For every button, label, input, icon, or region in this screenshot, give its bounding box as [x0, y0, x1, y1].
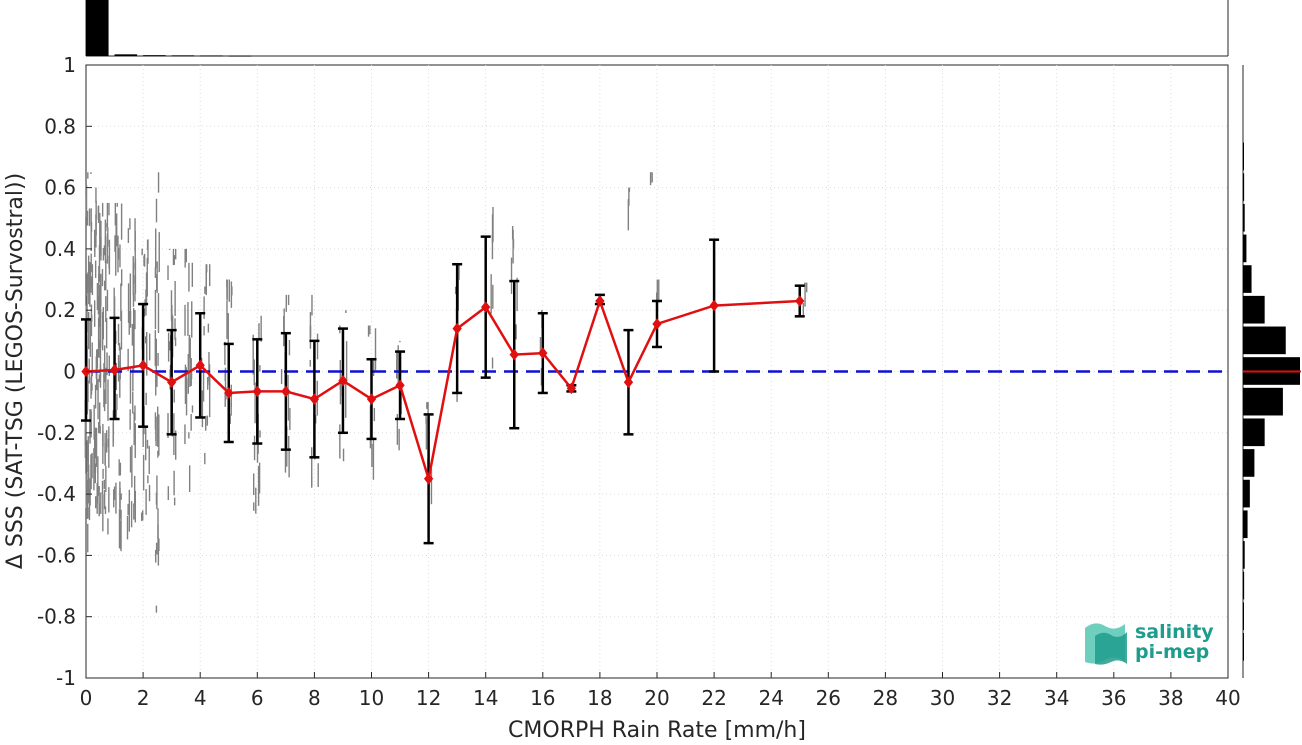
right-histogram-bar: [1243, 173, 1245, 201]
y-tick-label: 0.2: [44, 298, 76, 322]
y-tick-label: -1: [56, 666, 76, 690]
data-point-marker: [338, 374, 348, 387]
y-tick-label: 1: [63, 53, 76, 77]
logo-line-2: pi-mep: [1135, 641, 1209, 663]
right-histogram-bar: [1243, 633, 1244, 661]
top-histogram: [86, 0, 252, 57]
data-point-marker: [652, 318, 662, 330]
x-tick-label: 28: [873, 686, 898, 710]
y-tick-label: -0.2: [37, 421, 76, 445]
right-histogram-bar: [1243, 326, 1286, 355]
logo-line-1: salinity: [1135, 621, 1214, 643]
data-point-marker: [281, 385, 291, 398]
y-tick-label: 0.8: [44, 114, 76, 138]
right-histogram-bar: [1243, 541, 1245, 569]
right-histogram-bar: [1243, 387, 1283, 416]
right-histogram-bar: [1243, 265, 1252, 293]
data-point-marker: [252, 385, 262, 398]
data-point-marker: [167, 376, 177, 389]
right-histogram-bar: [1243, 602, 1244, 631]
right-histogram-bar: [1243, 234, 1247, 263]
x-tick-label: 24: [758, 686, 783, 710]
top-histogram-panel: [86, 0, 1228, 56]
x-tick-label: 6: [251, 686, 264, 710]
x-tick-label: 34: [1044, 686, 1069, 710]
top-histogram-bar: [171, 55, 195, 57]
right-histogram: [1243, 142, 1301, 661]
logo-wave-icon-front: [1095, 632, 1127, 665]
x-tick-label: 18: [587, 686, 612, 710]
y-axis-ticks: -1 -0.8 -0.6 -0.4 -0.2 0 0.2 0.4 0.6 0.8 1: [37, 53, 92, 690]
data-point-marker: [109, 364, 120, 376]
data-point-marker: [566, 382, 576, 395]
y-tick-label: -0.4: [37, 482, 76, 506]
x-tick-label: 30: [930, 686, 955, 710]
top-histogram-bar: [228, 55, 252, 57]
y-tick-label: -0.8: [37, 605, 76, 629]
x-tick-label: 36: [1101, 686, 1126, 710]
x-tick-label: 38: [1158, 686, 1183, 710]
right-histogram-bar: [1243, 479, 1250, 508]
data-point-marker: [138, 359, 148, 372]
data-point-marker: [709, 299, 719, 312]
salinity-pi-mep-logo: salinity pi-mep: [1085, 621, 1214, 665]
right-histogram-bar: [1243, 571, 1245, 600]
x-tick-label: 14: [473, 686, 498, 710]
x-tick-label: 16: [530, 686, 555, 710]
raw-scatter: [84, 172, 808, 613]
data-point-marker: [623, 376, 634, 389]
data-point-marker: [195, 359, 205, 372]
data-point-marker: [481, 301, 491, 313]
x-tick-label: 4: [194, 686, 207, 710]
x-tick-label: 10: [359, 686, 384, 710]
top-histogram-bar: [200, 55, 223, 57]
x-tick-label: 32: [987, 686, 1012, 710]
y-tick-label: -0.6: [37, 543, 76, 567]
x-tick-label: 40: [1215, 686, 1240, 710]
x-tick-label: 26: [816, 686, 841, 710]
data-point-marker: [452, 322, 462, 335]
x-tick-label: 20: [644, 686, 669, 710]
y-tick-label: 0: [63, 360, 76, 384]
x-tick-label: 2: [137, 686, 150, 710]
data-point-marker: [795, 295, 805, 307]
data-point-marker: [595, 295, 605, 307]
x-tick-label: 12: [416, 686, 441, 710]
x-axis-ticks: 0 2 4 6 8 10 12 14 16 18 20 22 24 26 28 30 32 34 36 38 40: [80, 672, 1241, 710]
data-point-marker: [395, 379, 405, 392]
right-histogram-bar: [1243, 418, 1265, 447]
data-point-marker: [309, 393, 320, 405]
x-axis-title: CMORPH Rain Rate [mm/h]: [508, 718, 806, 743]
right-histogram-bar: [1243, 510, 1248, 539]
top-histogram-bar: [143, 55, 166, 57]
data-point-marker: [366, 393, 377, 405]
data-point-marker: [423, 472, 434, 485]
right-histogram-bar: [1243, 449, 1255, 477]
x-tick-label: 0: [80, 686, 93, 710]
x-tick-label: 22: [701, 686, 726, 710]
right-histogram-bar: [1243, 142, 1244, 171]
top-histogram-bar: [114, 54, 138, 56]
y-axis-title: Δ SSS (SAT-TSG (LEGOS-Survostral)): [3, 173, 28, 569]
right-histogram-bar: [1243, 203, 1245, 232]
data-point-marker: [509, 348, 519, 361]
y-tick-label: 0.4: [44, 237, 76, 261]
right-histogram-bar: [1243, 295, 1265, 324]
top-histogram-bar: [86, 0, 109, 56]
data-point-marker: [224, 387, 234, 399]
x-tick-label: 8: [308, 686, 321, 710]
y-tick-label: 0.6: [44, 176, 76, 200]
data-point-marker: [538, 347, 548, 359]
mean-markers: [81, 295, 805, 485]
